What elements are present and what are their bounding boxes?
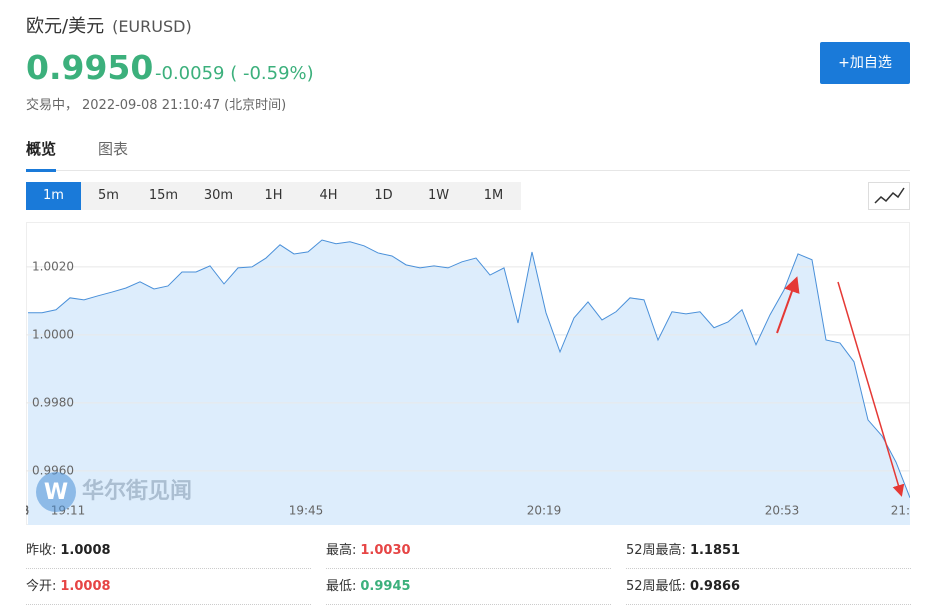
- stat: 最高: 1.0030: [326, 533, 611, 569]
- status: 交易中， 2022-09-08 21:10:47 (北京时间): [26, 94, 290, 113]
- title: 欧元/美元 (EURUSD): [26, 12, 192, 38]
- change-value: -0.0059: [155, 63, 225, 84]
- watermark: 华尔街见闻: [82, 478, 192, 504]
- annotation-arrow: [776, 276, 800, 334]
- price: 0.9950: [26, 48, 154, 87]
- x-tick-label: 20:19: [527, 504, 562, 518]
- pair-name: 欧元/美元: [26, 16, 105, 37]
- stat: 今开: 1.0008: [26, 569, 311, 605]
- range-button[interactable]: 15m: [148, 188, 179, 203]
- price-line: [28, 239, 910, 498]
- change-pct: ( -0.59%): [230, 63, 314, 84]
- stat-value: 1.0008: [60, 579, 111, 594]
- time: 2022-09-08 21:10:47: [82, 98, 221, 113]
- tab[interactable]: 概览: [26, 138, 57, 172]
- stat-label: 今开:: [26, 579, 57, 594]
- stat-label: 最高:: [326, 543, 357, 558]
- chart: 1.00201.00000.99800.996019:1119:2819:452…: [26, 222, 910, 525]
- stat-value: 1.1851: [689, 543, 741, 558]
- range-buttons: 1m 5m 15m 30m 1H 4H 1D 1W 1M: [26, 182, 521, 210]
- x-tick-label: 21:11: [891, 504, 910, 518]
- stat: 52周最低: 0.9866: [626, 569, 911, 605]
- range-button[interactable]: 1M: [483, 188, 504, 203]
- stat: 52周最高: 1.1851: [626, 533, 911, 569]
- x-tick-label: 20:53: [765, 504, 800, 518]
- stat-label: 52周最低:: [626, 579, 686, 594]
- add-watchlist-button[interactable]: +加自选: [820, 42, 910, 84]
- watermark-logo-letter: W: [44, 480, 68, 505]
- range-button[interactable]: 1W: [427, 188, 450, 203]
- pair-code: (EURUSD): [112, 17, 192, 36]
- stat-label: 昨收:: [26, 543, 57, 558]
- y-tick-label: 0.9980: [32, 395, 74, 409]
- timezone: (北京时间): [224, 98, 287, 113]
- y-tick-label: 1.0020: [32, 259, 74, 273]
- range-button[interactable]: 1D: [374, 188, 393, 203]
- stat-value: 1.0008: [60, 543, 111, 558]
- annotation-arrow: [837, 281, 905, 497]
- stat: 最低: 0.9945: [326, 569, 611, 605]
- change: -0.0059 ( -0.59%): [155, 63, 314, 84]
- stat: 昨收: 1.0008: [26, 533, 311, 569]
- x-tick-label: 19:28: [26, 504, 29, 518]
- range-button[interactable]: 1m: [26, 182, 81, 210]
- watermark-logo: [36, 472, 76, 512]
- area-fill: [28, 240, 910, 525]
- stat-label: 最低:: [326, 579, 357, 594]
- stat-value: 0.9945: [360, 579, 411, 594]
- tab[interactable]: 图表: [98, 140, 129, 158]
- y-tick-label: 1.0000: [32, 327, 74, 341]
- stat-label: 52周最高:: [626, 543, 686, 558]
- range-button[interactable]: 30m: [203, 188, 234, 203]
- range-button[interactable]: 1H: [264, 188, 283, 203]
- stat-value: 0.9866: [689, 579, 741, 594]
- x-tick-label: 20:02: [26, 504, 29, 518]
- chart-icon: [874, 187, 905, 204]
- tabs: 概览 图表: [26, 128, 910, 172]
- x-tick-label: 19:45: [289, 504, 324, 518]
- chart-type-button[interactable]: [868, 182, 910, 210]
- x-tick-label: 20:36: [26, 504, 29, 518]
- range-button[interactable]: 4H: [319, 188, 338, 203]
- stat-value: 1.0030: [360, 543, 411, 558]
- range-button[interactable]: 5m: [98, 188, 119, 203]
- status-text: 交易中，: [26, 98, 79, 113]
